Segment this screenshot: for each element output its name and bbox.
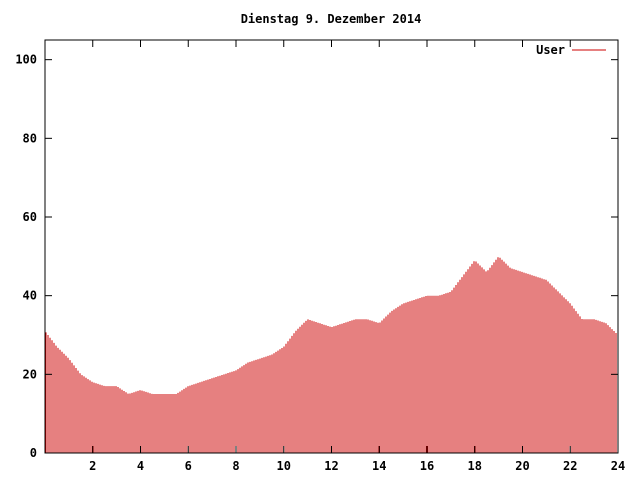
x-tick-label: 6: [185, 459, 192, 473]
y-tick-label: 60: [23, 210, 37, 224]
y-tick-label: 20: [23, 367, 37, 381]
y-tick-label: 100: [15, 53, 37, 67]
x-tick-label: 2: [89, 459, 96, 473]
chart-title: Dienstag 9. Dezember 2014: [241, 12, 422, 26]
x-tick-label: 10: [277, 459, 291, 473]
x-tick-label: 22: [563, 459, 577, 473]
x-tick-label: 18: [468, 459, 482, 473]
x-tick-label: 16: [420, 459, 434, 473]
x-tick-label: 12: [324, 459, 338, 473]
y-tick-label: 0: [30, 446, 37, 460]
x-tick-label: 8: [232, 459, 239, 473]
y-tick-label: 80: [23, 131, 37, 145]
x-tick-label: 24: [611, 459, 625, 473]
x-tick-label: 4: [137, 459, 144, 473]
bar-group: [45, 257, 617, 453]
legend: User: [536, 43, 606, 57]
legend-label-user: User: [536, 43, 565, 57]
x-tick-label: 20: [515, 459, 529, 473]
x-tick-label: 14: [372, 459, 386, 473]
y-tick-label: 40: [23, 289, 37, 303]
